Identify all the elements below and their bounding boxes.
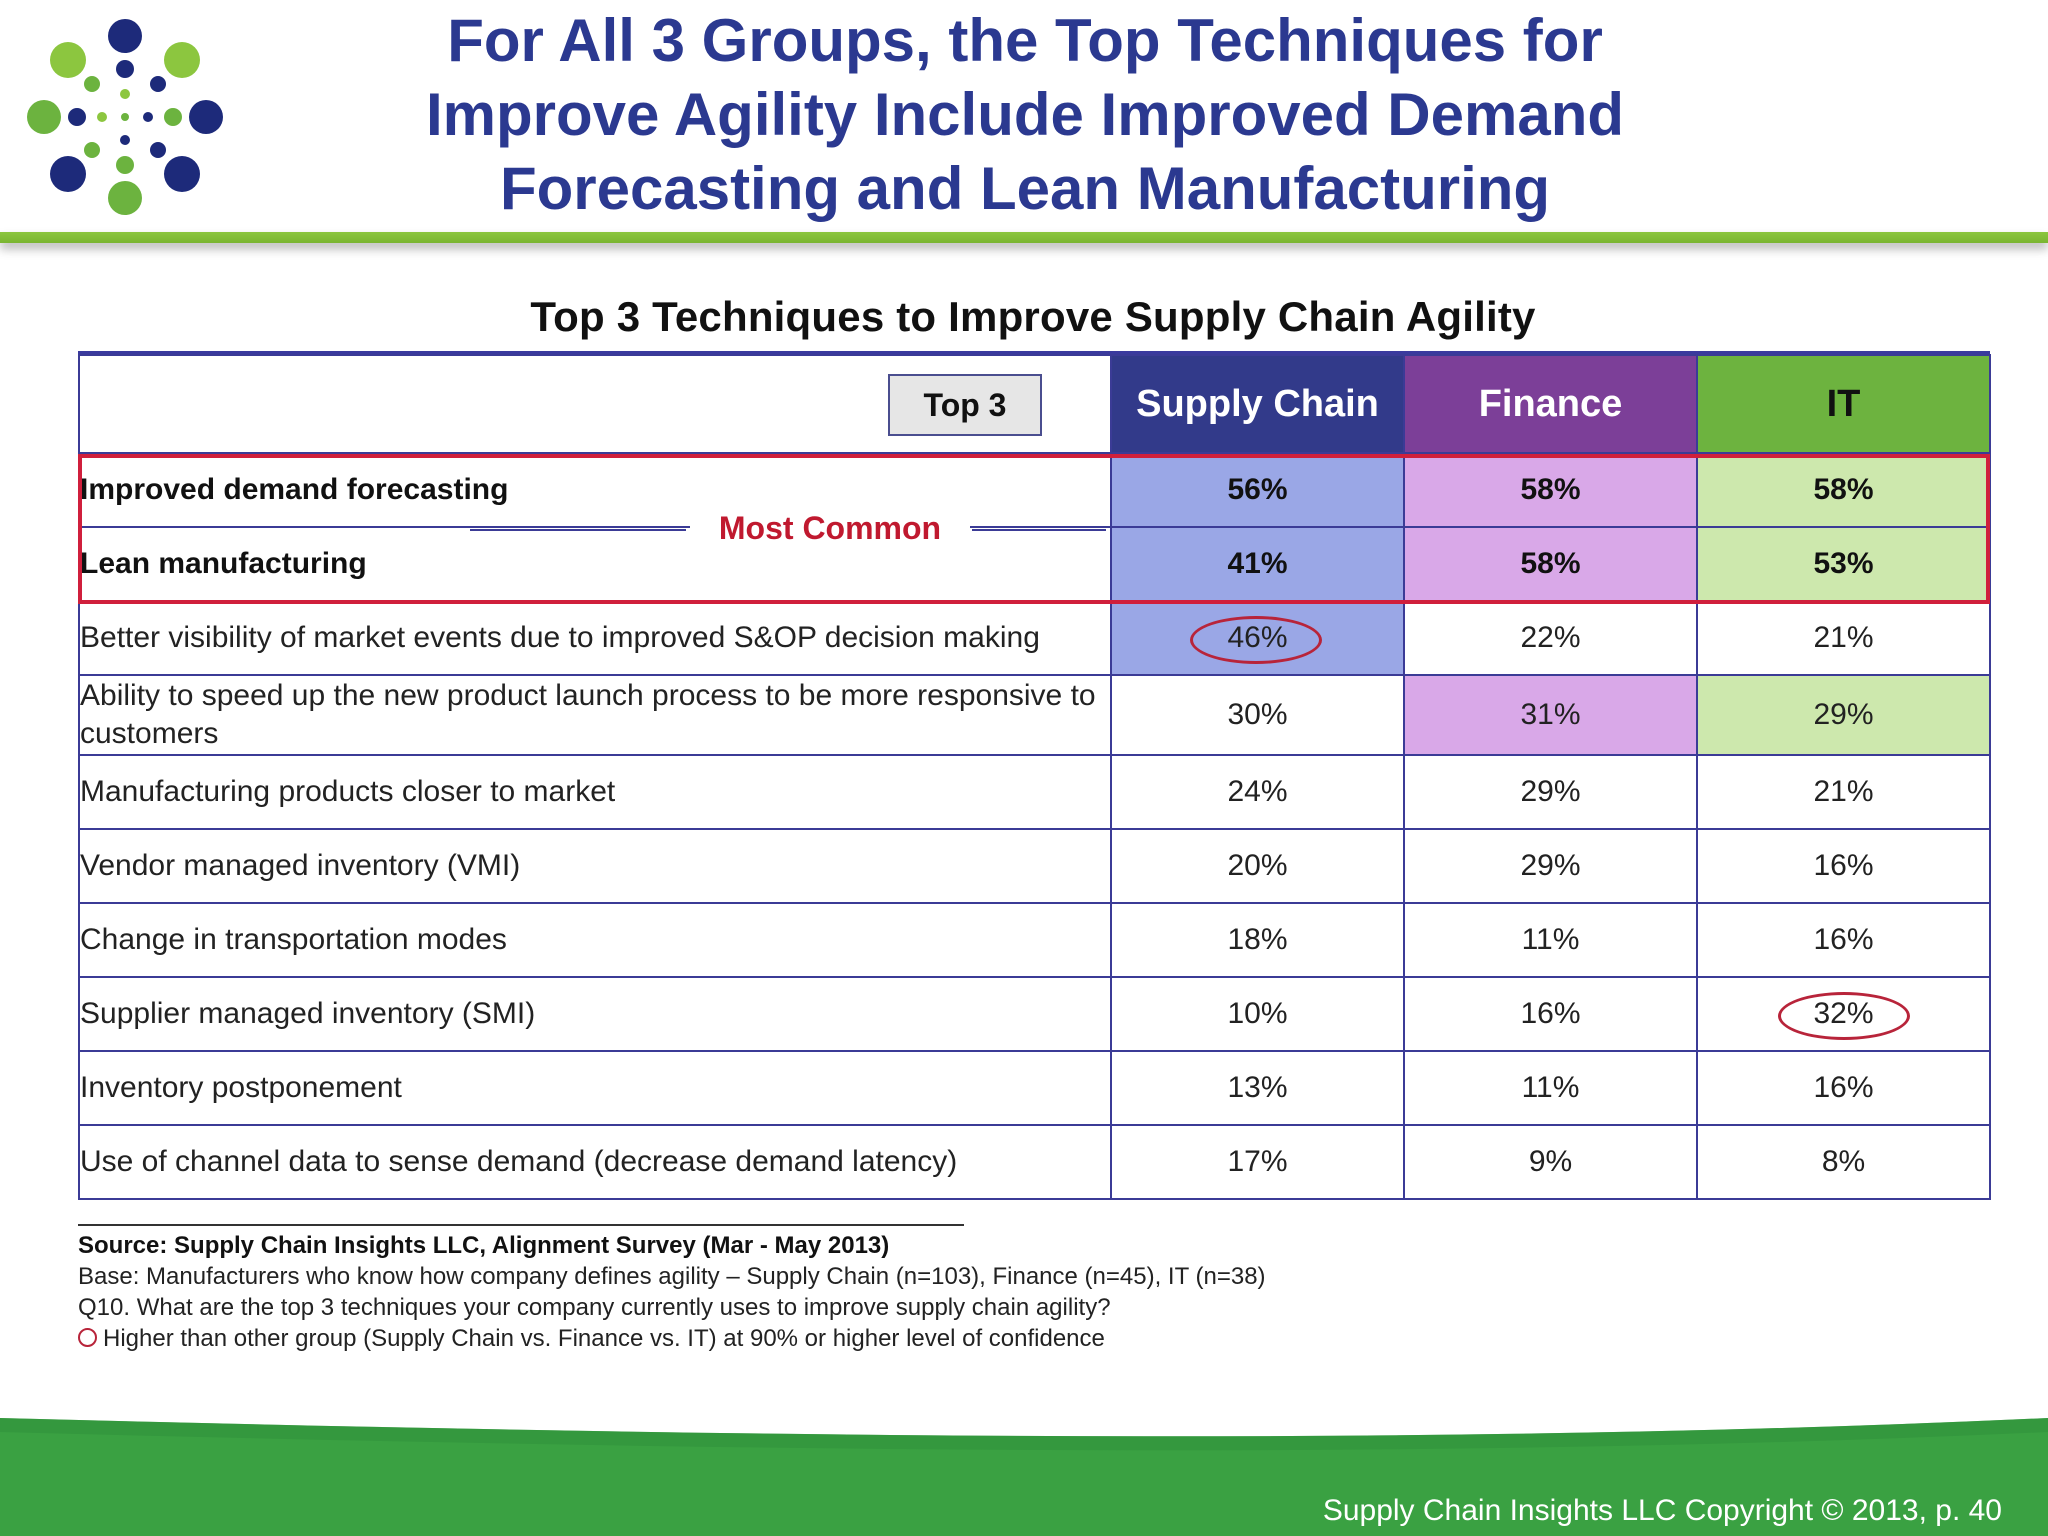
row-label: Vendor managed inventory (VMI): [78, 828, 1112, 904]
cell-supply-chain: 30%: [1110, 674, 1405, 756]
title-line-2: Improve Agility Include Improved Demand: [425, 81, 1624, 148]
table-row: Vendor managed inventory (VMI) 20% 29% 1…: [78, 828, 1991, 904]
cell-supply-chain: 24%: [1110, 754, 1405, 830]
table-top-rule: [78, 351, 1990, 356]
logo-dots: [27, 19, 223, 215]
title-line-3: Forecasting and Lean Manufacturing: [499, 155, 1551, 222]
top3-legend-box: Top 3: [888, 374, 1042, 436]
header-divider: [0, 232, 2048, 243]
row-label: Manufacturing products closer to market: [78, 754, 1112, 830]
cell-it: 8%: [1696, 1124, 1991, 1200]
title-line-1: For All 3 Groups, the Top Techniques for: [447, 7, 1603, 74]
header-row: Top 3 Supply Chain Finance IT: [78, 354, 1991, 454]
cell-finance: 29%: [1403, 754, 1698, 830]
cell-finance: 29%: [1403, 828, 1698, 904]
base-line: Base: Manufacturers who know how company…: [78, 1263, 1266, 1290]
significance-legend-icon: [78, 1328, 97, 1347]
header-label-cell: Top 3: [78, 354, 1112, 454]
row-label: Ability to speed up the new product laun…: [78, 674, 1112, 756]
cell-finance: 58%: [1403, 526, 1698, 602]
footer-band: [0, 1418, 2048, 1536]
slide-title: For All 3 Groups, the Top Techniques for…: [300, 4, 1750, 226]
cell-supply-chain: 41%: [1110, 526, 1405, 602]
column-header-supply-chain: Supply Chain: [1110, 354, 1405, 454]
cell-supply-chain: 17%: [1110, 1124, 1405, 1200]
most-common-connector-right: [972, 529, 1106, 531]
cell-it: 16%: [1696, 902, 1991, 978]
table-row: Improved demand forecasting 56% 58% 58%: [78, 452, 1991, 528]
cell-it: 21%: [1696, 600, 1991, 676]
table-row: Supplier managed inventory (SMI) 10% 16%…: [78, 976, 1991, 1052]
table-row: Lean manufacturing 41% 58% 53%: [78, 526, 1991, 602]
cell-it: 29%: [1696, 674, 1991, 756]
cell-it: 58%: [1696, 452, 1991, 528]
notes-divider: [78, 1224, 964, 1226]
row-label: Inventory postponement: [78, 1050, 1112, 1126]
row-label: Better visibility of market events due t…: [78, 600, 1112, 676]
cell-finance: 9%: [1403, 1124, 1698, 1200]
table-row: Change in transportation modes 18% 11% 1…: [78, 902, 1991, 978]
table-row: Use of channel data to sense demand (dec…: [78, 1124, 1991, 1200]
cell-supply-chain: 20%: [1110, 828, 1405, 904]
row-label: Supplier managed inventory (SMI): [78, 976, 1112, 1052]
source-notes: Source: Supply Chain Insights LLC, Align…: [78, 1222, 1266, 1354]
cell-supply-chain: 18%: [1110, 902, 1405, 978]
cell-it: 16%: [1696, 1050, 1991, 1126]
cell-supply-chain: 10%: [1110, 976, 1405, 1052]
table-row: Manufacturing products closer to market …: [78, 754, 1991, 830]
column-header-finance: Finance: [1403, 354, 1698, 454]
source-line: Source: Supply Chain Insights LLC, Align…: [78, 1232, 890, 1259]
cell-finance: 31%: [1403, 674, 1698, 756]
cell-it: 16%: [1696, 828, 1991, 904]
question-line: Q10. What are the top 3 techniques your …: [78, 1294, 1111, 1321]
significance-circle-it: [1778, 992, 1910, 1040]
most-common-label: Most Common: [690, 508, 970, 548]
most-common-connector-left: [470, 529, 686, 531]
cell-finance: 11%: [1403, 1050, 1698, 1126]
cell-finance: 16%: [1403, 976, 1698, 1052]
chart-title: Top 3 Techniques to Improve Supply Chain…: [530, 293, 1536, 340]
cell-finance: 58%: [1403, 452, 1698, 528]
cell-finance: 11%: [1403, 902, 1698, 978]
cell-supply-chain: 56%: [1110, 452, 1405, 528]
column-header-it: IT: [1696, 354, 1991, 454]
cell-finance: 22%: [1403, 600, 1698, 676]
table-row: Ability to speed up the new product laun…: [78, 674, 1991, 756]
company-logo: [27, 19, 223, 215]
legend-text: Higher than other group (Supply Chain vs…: [103, 1325, 1105, 1352]
legend-line: Higher than other group (Supply Chain vs…: [78, 1323, 1266, 1354]
cell-it: 21%: [1696, 754, 1991, 830]
cell-supply-chain: 13%: [1110, 1050, 1405, 1126]
row-label: Use of channel data to sense demand (dec…: [78, 1124, 1112, 1200]
techniques-table: Top 3 Supply Chain Finance IT Improved d…: [78, 354, 1991, 1200]
table-row: Better visibility of market events due t…: [78, 600, 1991, 676]
significance-circle-supply-chain: [1190, 616, 1322, 664]
copyright-footer: Supply Chain Insights LLC Copyright © 20…: [1322, 1494, 2002, 1527]
cell-it: 53%: [1696, 526, 1991, 602]
row-label: Change in transportation modes: [78, 902, 1112, 978]
table-row: Inventory postponement 13% 11% 16%: [78, 1050, 1991, 1126]
